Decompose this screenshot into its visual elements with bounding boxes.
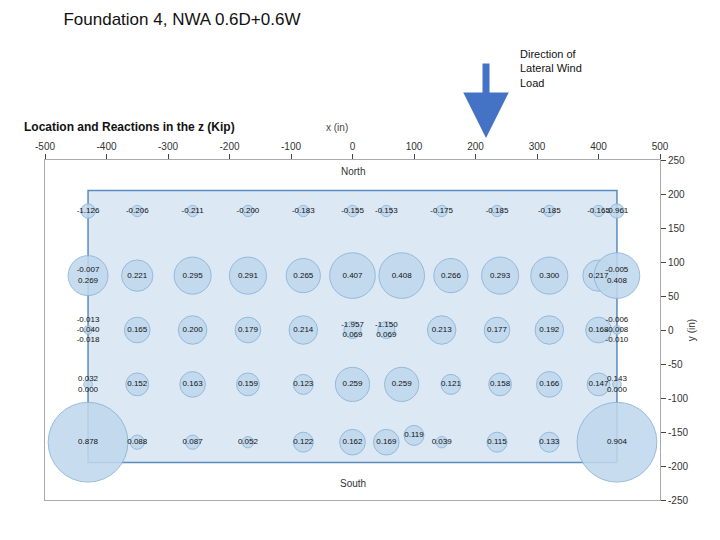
svg-text:0.123: 0.123 bbox=[293, 379, 314, 388]
svg-text:-200: -200 bbox=[668, 461, 688, 472]
svg-text:0.1430.000: 0.1430.000 bbox=[607, 374, 628, 393]
svg-text:-0.165: -0.165 bbox=[587, 206, 610, 215]
svg-text:-0.961: -0.961 bbox=[606, 206, 629, 215]
svg-text:0.166: 0.166 bbox=[539, 379, 560, 388]
svg-text:0.407: 0.407 bbox=[342, 271, 363, 280]
svg-text:0.162: 0.162 bbox=[342, 437, 363, 446]
svg-text:-50: -50 bbox=[668, 359, 683, 370]
svg-text:-250: -250 bbox=[668, 495, 688, 506]
svg-text:-150: -150 bbox=[668, 427, 688, 438]
svg-text:-0.0050.408: -0.0050.408 bbox=[606, 265, 629, 284]
svg-text:0.087: 0.087 bbox=[183, 437, 204, 446]
svg-text:0.200: 0.200 bbox=[183, 325, 204, 334]
svg-text:-200: -200 bbox=[219, 141, 239, 152]
svg-text:Direction ofLateral WindLoad: Direction ofLateral WindLoad bbox=[520, 48, 582, 89]
svg-text:0.408: 0.408 bbox=[392, 271, 413, 280]
svg-text:-0.183: -0.183 bbox=[292, 206, 315, 215]
svg-text:-0.185: -0.185 bbox=[538, 206, 561, 215]
svg-text:-0.153: -0.153 bbox=[375, 206, 398, 215]
svg-text:0.133: 0.133 bbox=[539, 437, 560, 446]
svg-text:0.192: 0.192 bbox=[539, 325, 560, 334]
svg-text:0: 0 bbox=[668, 325, 674, 336]
svg-text:0.259: 0.259 bbox=[342, 379, 363, 388]
svg-text:0.115: 0.115 bbox=[487, 437, 507, 446]
svg-text:-0.175: -0.175 bbox=[430, 206, 453, 215]
svg-text:0.121: 0.121 bbox=[441, 379, 462, 388]
svg-text:0.878: 0.878 bbox=[78, 437, 99, 446]
svg-text:0.158: 0.158 bbox=[490, 379, 511, 388]
svg-text:-0.006-0.008-0.010: -0.006-0.008-0.010 bbox=[606, 315, 629, 345]
svg-text:Location and Reactions in the: Location and Reactions in the z (Kip) bbox=[24, 120, 235, 134]
svg-text:-1.1500.069: -1.1500.069 bbox=[375, 320, 398, 339]
svg-text:-100: -100 bbox=[668, 393, 688, 404]
svg-text:0.169: 0.169 bbox=[376, 437, 397, 446]
svg-text:0.291: 0.291 bbox=[238, 271, 259, 280]
svg-text:0.217: 0.217 bbox=[588, 271, 609, 280]
svg-text:-0.0070.269: -0.0070.269 bbox=[77, 265, 100, 284]
svg-text:North: North bbox=[341, 166, 365, 177]
svg-text:-100: -100 bbox=[281, 141, 301, 152]
svg-text:-300: -300 bbox=[158, 141, 178, 152]
svg-text:0.266: 0.266 bbox=[441, 271, 462, 280]
svg-text:-400: -400 bbox=[96, 141, 116, 152]
svg-text:0.259: 0.259 bbox=[392, 379, 413, 388]
svg-text:0.152: 0.152 bbox=[127, 379, 148, 388]
svg-text:0.213: 0.213 bbox=[432, 325, 453, 334]
svg-text:-1.9570.069: -1.9570.069 bbox=[341, 320, 364, 339]
svg-text:400: 400 bbox=[590, 141, 607, 152]
svg-text:0.163: 0.163 bbox=[183, 379, 204, 388]
svg-text:Foundation 4, NWA 0.6D+0.6W: Foundation 4, NWA 0.6D+0.6W bbox=[63, 10, 300, 29]
svg-text:0.052: 0.052 bbox=[238, 437, 259, 446]
svg-text:500: 500 bbox=[652, 141, 669, 152]
svg-text:0.119: 0.119 bbox=[404, 430, 424, 439]
svg-text:-0.200: -0.200 bbox=[237, 206, 260, 215]
svg-text:0.168: 0.168 bbox=[588, 325, 609, 334]
svg-text:-0.185: -0.185 bbox=[486, 206, 509, 215]
svg-text:0.122: 0.122 bbox=[293, 437, 314, 446]
svg-text:200: 200 bbox=[467, 141, 484, 152]
svg-text:0.265: 0.265 bbox=[293, 271, 314, 280]
svg-text:0.293: 0.293 bbox=[490, 271, 511, 280]
svg-text:0.165: 0.165 bbox=[127, 325, 148, 334]
svg-text:300: 300 bbox=[529, 141, 546, 152]
svg-text:0.159: 0.159 bbox=[238, 379, 259, 388]
svg-text:0.300: 0.300 bbox=[539, 271, 560, 280]
svg-text:0.177: 0.177 bbox=[487, 325, 508, 334]
svg-text:South: South bbox=[340, 478, 366, 489]
svg-text:0.179: 0.179 bbox=[238, 325, 259, 334]
svg-text:-0.013-0.040-0.018: -0.013-0.040-0.018 bbox=[77, 315, 100, 345]
svg-text:0.904: 0.904 bbox=[607, 437, 628, 446]
svg-text:100: 100 bbox=[406, 141, 423, 152]
svg-text:100: 100 bbox=[668, 257, 685, 268]
svg-text:50: 50 bbox=[668, 291, 680, 302]
svg-text:-1.126: -1.126 bbox=[77, 206, 100, 215]
svg-text:0.214: 0.214 bbox=[293, 325, 314, 334]
svg-text:y (in): y (in) bbox=[686, 319, 697, 341]
svg-text:200: 200 bbox=[668, 189, 685, 200]
svg-text:-0.155: -0.155 bbox=[341, 206, 364, 215]
svg-text:-0.211: -0.211 bbox=[182, 206, 205, 215]
svg-text:0.039: 0.039 bbox=[432, 437, 453, 446]
svg-text:0.221: 0.221 bbox=[127, 271, 148, 280]
svg-text:150: 150 bbox=[668, 223, 685, 234]
svg-text:0.088: 0.088 bbox=[127, 437, 148, 446]
svg-text:x (in): x (in) bbox=[326, 122, 348, 133]
svg-text:-500: -500 bbox=[35, 141, 55, 152]
svg-text:0.147: 0.147 bbox=[588, 379, 609, 388]
svg-text:0.0320.000: 0.0320.000 bbox=[78, 374, 99, 393]
svg-text:-0.206: -0.206 bbox=[126, 206, 149, 215]
svg-text:0: 0 bbox=[350, 141, 356, 152]
svg-text:0.295: 0.295 bbox=[183, 271, 204, 280]
svg-text:250: 250 bbox=[668, 155, 685, 166]
